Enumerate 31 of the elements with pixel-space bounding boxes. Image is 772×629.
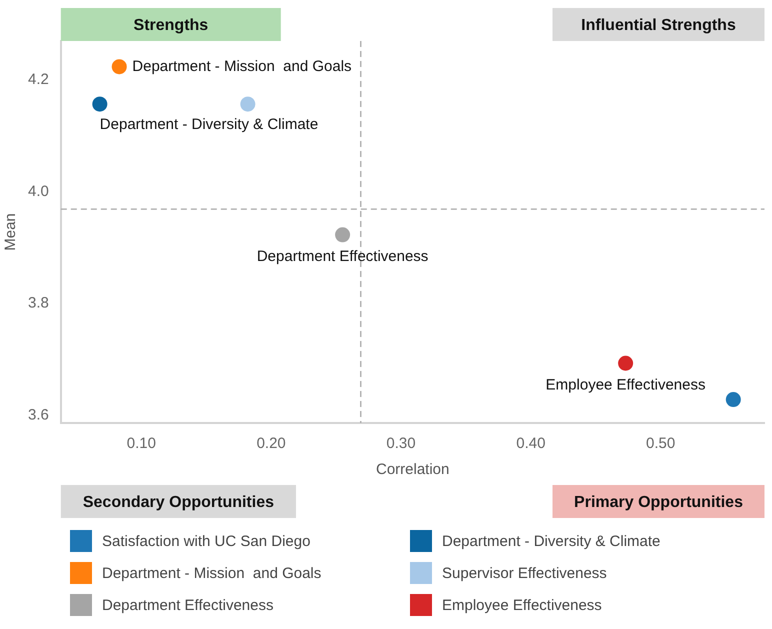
annotation: Employee Effectiveness [546, 376, 706, 394]
x-tick-label: 0.40 [516, 435, 546, 452]
x-tick-label: 0.20 [256, 435, 286, 452]
point [726, 392, 741, 408]
annotation: Department - Diversity & Climate [100, 116, 318, 134]
text: Strengths [134, 16, 208, 34]
x-axis-title: Correlation [376, 461, 450, 478]
legend-label: Satisfaction with UC San Diego [102, 532, 310, 550]
text: Secondary Opportunities [82, 494, 274, 511]
point [92, 96, 108, 112]
y-tick-label: 3.6 [28, 406, 49, 424]
point [618, 356, 634, 371]
text: Influential Strengths [581, 16, 736, 34]
y-axis-title: Mean [2, 213, 20, 251]
annotation: Department - Mission and Goals [132, 58, 352, 75]
legend-label: Supervisor Effectiveness [442, 564, 607, 582]
legend-label: Department - Diversity & Climate [442, 532, 660, 550]
annotation: Department Effectiveness [256, 248, 428, 265]
legend-label: Department - Mission and Goals [102, 564, 322, 582]
x-tick-label: 0.30 [386, 435, 416, 452]
text: Primary Opportunities [574, 494, 744, 511]
x-tick-label: 0.50 [646, 435, 676, 452]
y-tick-label: 4.0 [28, 182, 49, 200]
y-tick-label: 3.8 [28, 294, 49, 312]
point [112, 59, 127, 74]
point [335, 227, 350, 242]
x-tick-label: 0.10 [126, 435, 156, 452]
point [240, 96, 256, 112]
y-tick-label: 4.2 [28, 71, 49, 88]
legend-label: Employee Effectiveness [442, 596, 602, 614]
legend-label: Department Effectiveness [102, 596, 274, 614]
